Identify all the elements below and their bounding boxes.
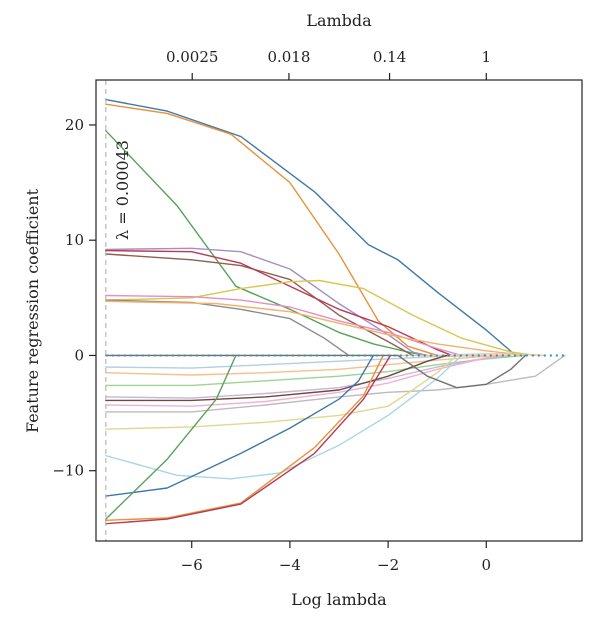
y-tick-label: 0 [74, 346, 84, 364]
y-tick-label: −10 [52, 462, 84, 480]
y-axis-title: Feature regression coefficient [23, 188, 42, 433]
coefficient-path-14 [105, 354, 487, 369]
coefficient-path-10 [105, 300, 527, 357]
coefficient-path-24 [105, 354, 392, 525]
coefficient-path-23 [105, 354, 384, 521]
y-tick-label: 20 [65, 116, 84, 134]
x-axis-title: Log lambda [291, 590, 387, 609]
top-axis-title: Lambda [306, 11, 372, 30]
coefficient-path-17 [105, 354, 448, 402]
axes: −6 −4 −2 0 −10 0 10 20 0.0025 0.018 0.14 1 [52, 48, 491, 574]
coefficient-path-5 [105, 253, 414, 357]
coefficient-path-4 [105, 247, 429, 357]
plot-frame [95, 79, 583, 542]
coefficient-path-16 [105, 354, 502, 407]
coefficient-path-19 [105, 354, 458, 430]
coefficient-path-18 [105, 354, 566, 413]
x-tick-label: −2 [377, 556, 399, 574]
coefficient-path-22 [105, 354, 237, 520]
coefficient-path-25 [105, 354, 527, 389]
coefficient-path-2 [105, 103, 438, 357]
coefficient-path-8 [105, 294, 463, 357]
top-tick-label: 1 [481, 48, 491, 66]
coefficient-path-9 [105, 299, 350, 357]
coefficient-path-21 [105, 354, 375, 497]
x-tick-label: 0 [481, 556, 491, 574]
reference-layer [105, 80, 565, 541]
y-tick-label: 10 [65, 231, 84, 249]
top-tick-label: 0.0025 [166, 48, 219, 66]
top-tick-label: 0.018 [267, 48, 310, 66]
top-tick-label: 0.14 [373, 48, 406, 66]
coefficient-path-20 [105, 354, 463, 480]
coefficient-path-1 [105, 98, 517, 357]
coefficient-path-7 [105, 279, 537, 357]
lambda-reference-label: λ = 0.00043 [113, 140, 132, 240]
x-tick-label: −4 [279, 556, 301, 574]
x-tick-label: −6 [181, 556, 203, 574]
coefficient-path-13 [105, 354, 497, 376]
